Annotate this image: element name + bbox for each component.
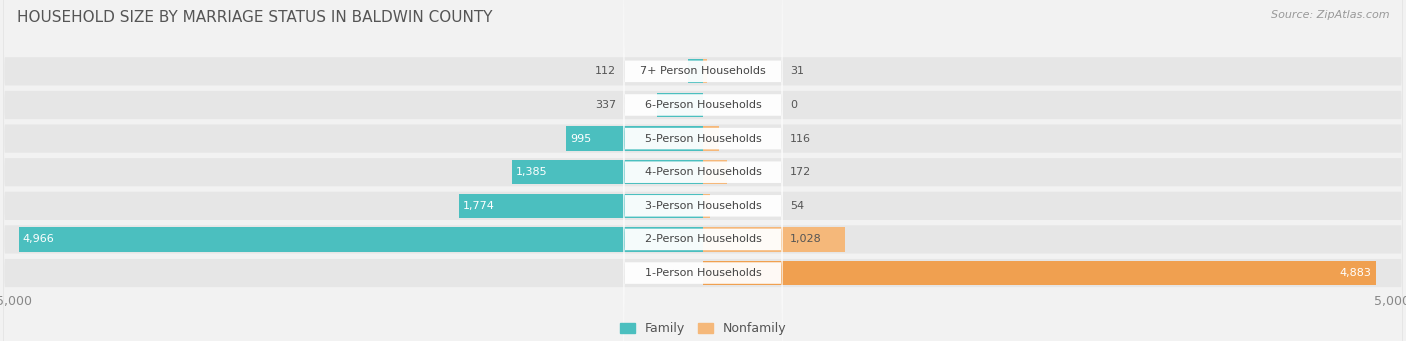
FancyBboxPatch shape — [624, 0, 782, 341]
Text: 7+ Person Households: 7+ Person Households — [640, 66, 766, 76]
Text: 112: 112 — [595, 66, 616, 76]
Text: Source: ZipAtlas.com: Source: ZipAtlas.com — [1271, 10, 1389, 20]
Text: 172: 172 — [790, 167, 811, 177]
Text: 2-Person Households: 2-Person Households — [644, 234, 762, 244]
Bar — [703, 127, 718, 151]
Legend: Family, Nonfamily: Family, Nonfamily — [620, 322, 786, 335]
Text: 4,966: 4,966 — [22, 234, 55, 244]
FancyBboxPatch shape — [3, 0, 1403, 341]
FancyBboxPatch shape — [624, 0, 782, 341]
Text: 0: 0 — [790, 100, 797, 110]
Bar — [565, 127, 703, 151]
Text: 4,883: 4,883 — [1340, 268, 1372, 278]
Text: 54: 54 — [790, 201, 804, 211]
Text: 3-Person Households: 3-Person Households — [644, 201, 762, 211]
FancyBboxPatch shape — [3, 0, 1403, 341]
Text: 5-Person Households: 5-Person Households — [644, 134, 762, 144]
Text: 1,385: 1,385 — [516, 167, 548, 177]
Bar — [703, 160, 727, 184]
Text: 1,774: 1,774 — [463, 201, 495, 211]
FancyBboxPatch shape — [3, 0, 1403, 341]
Bar — [688, 59, 703, 84]
Bar — [703, 261, 1376, 285]
FancyBboxPatch shape — [624, 15, 782, 341]
Text: 6-Person Households: 6-Person Households — [644, 100, 762, 110]
Text: 995: 995 — [569, 134, 592, 144]
FancyBboxPatch shape — [3, 0, 1403, 341]
Text: 1,028: 1,028 — [790, 234, 821, 244]
Bar — [703, 227, 845, 252]
Text: 337: 337 — [595, 100, 616, 110]
Text: 116: 116 — [790, 134, 811, 144]
Bar — [657, 93, 703, 117]
FancyBboxPatch shape — [624, 0, 782, 341]
Bar — [18, 227, 703, 252]
Text: 4-Person Households: 4-Person Households — [644, 167, 762, 177]
FancyBboxPatch shape — [624, 0, 782, 341]
Text: 31: 31 — [790, 66, 804, 76]
FancyBboxPatch shape — [3, 0, 1403, 341]
FancyBboxPatch shape — [3, 0, 1403, 341]
Text: HOUSEHOLD SIZE BY MARRIAGE STATUS IN BALDWIN COUNTY: HOUSEHOLD SIZE BY MARRIAGE STATUS IN BAL… — [17, 10, 492, 25]
Bar — [512, 160, 703, 184]
Bar — [458, 194, 703, 218]
FancyBboxPatch shape — [624, 0, 782, 341]
Bar — [703, 194, 710, 218]
Text: 1-Person Households: 1-Person Households — [644, 268, 762, 278]
FancyBboxPatch shape — [624, 0, 782, 329]
FancyBboxPatch shape — [3, 0, 1403, 341]
Bar — [703, 59, 707, 84]
